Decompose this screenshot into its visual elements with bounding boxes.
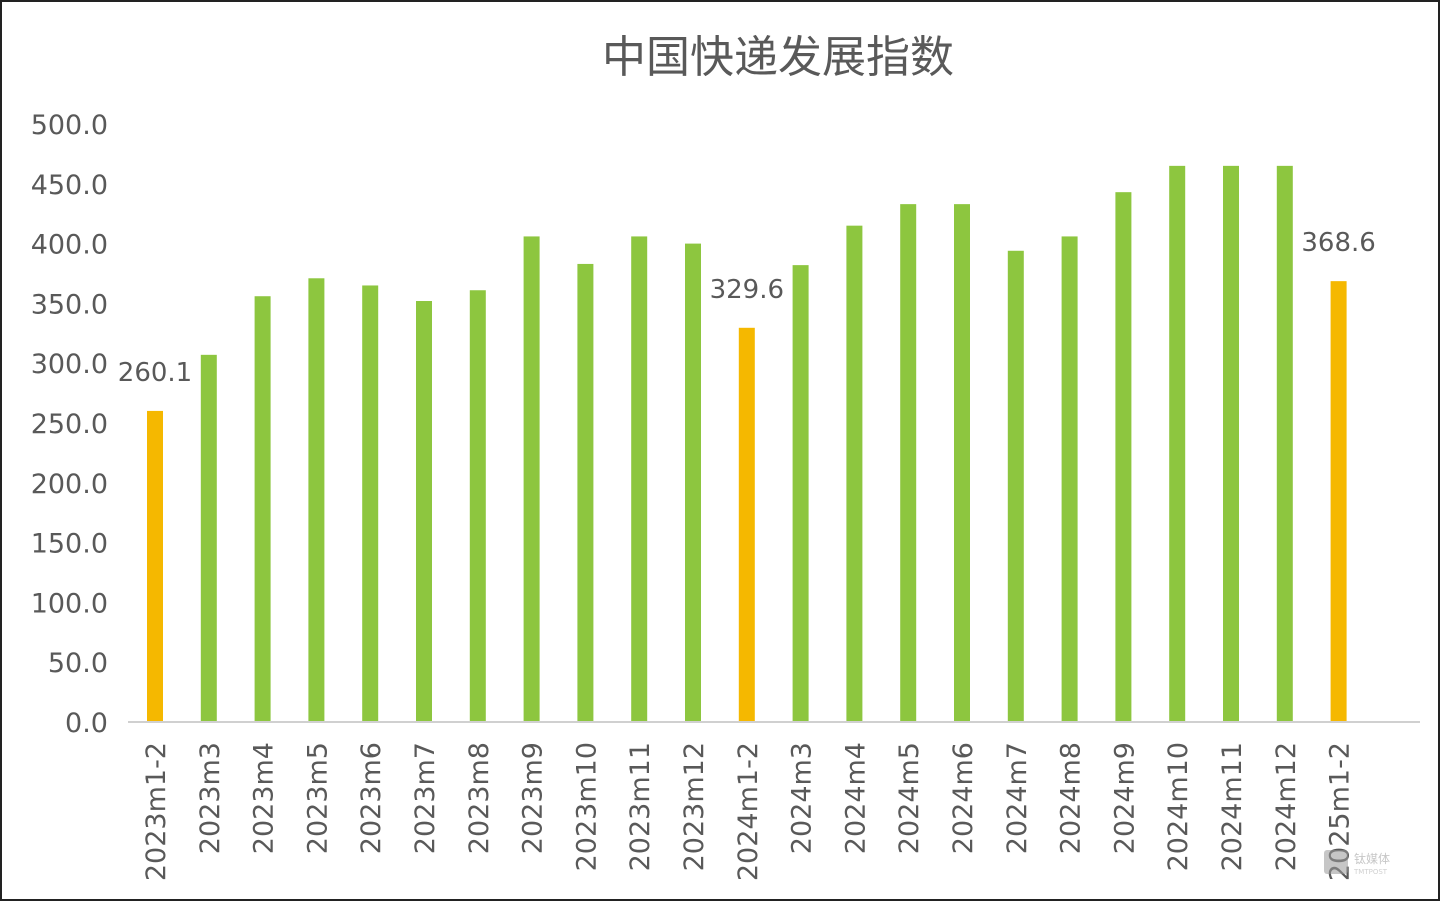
bar-2024m10 (1169, 165, 1186, 723)
bar-2025m1-2 (1330, 281, 1347, 722)
y-tick-label: 200.0 (31, 469, 108, 500)
x-tick-label: 2023m10 (571, 742, 602, 871)
x-tick-label: 2024m8 (1056, 742, 1087, 854)
x-tick-label: 2023m1-2 (141, 742, 172, 881)
y-tick-label: 250.0 (31, 409, 108, 440)
y-axis-ticks: 0.0 50.0 100.0 150.0 200.0 250.0 300.0 350.0 400… (31, 110, 108, 739)
data-label-2023m1-2: 260.1 (118, 358, 192, 388)
y-tick-label: 150.0 (31, 529, 108, 560)
data-labels: 260.1 329.6 368.6 (118, 228, 1376, 388)
y-tick-label: 300.0 (31, 349, 108, 380)
data-label-2024m1-2: 329.6 (710, 275, 784, 305)
x-tick-label: 2023m6 (356, 742, 387, 854)
bar-2024m5 (900, 204, 917, 722)
bar-2024m1-2 (738, 327, 755, 722)
bar-2024m6 (954, 204, 970, 722)
bars (147, 165, 1347, 723)
x-tick-label: 2023m7 (410, 742, 441, 854)
bar-2023m1-2 (147, 410, 163, 722)
bar-2023m4 (254, 296, 271, 722)
y-tick-label: 350.0 (31, 289, 108, 320)
bar-2024m8 (1061, 236, 1078, 722)
x-tick-label: 2023m12 (679, 742, 710, 871)
x-tick-label: 2024m3 (787, 742, 818, 854)
bar-2024m3 (792, 265, 809, 722)
bar-2023m6 (362, 285, 379, 722)
chart-title: 中国快递发展指数 (602, 32, 954, 83)
watermark-logo: 钛媒体 TMTPOST (1324, 850, 1390, 876)
bar-2024m7 (1007, 250, 1024, 722)
y-tick-label: 100.0 (31, 588, 108, 619)
y-tick-label: 450.0 (31, 170, 108, 201)
y-tick-label: 500.0 (31, 110, 108, 141)
x-tick-label: 2024m7 (1002, 742, 1033, 854)
data-label-2025m1-2: 368.6 (1301, 228, 1375, 258)
x-tick-label: 2024m9 (1109, 742, 1140, 854)
x-tick-label: 2023m9 (518, 742, 549, 854)
x-tick-label: 2023m8 (464, 742, 495, 854)
y-tick-label: 400.0 (31, 230, 108, 261)
x-tick-label: 2024m12 (1271, 742, 1302, 871)
bar-2023m3 (200, 354, 217, 722)
x-tick-label: 2024m4 (840, 742, 871, 854)
bar-2024m12 (1276, 165, 1293, 723)
x-tick-label: 2024m1-2 (733, 742, 764, 881)
bar-2024m9 (1115, 192, 1132, 722)
bar-2023m7 (416, 301, 432, 722)
bar-2023m10 (577, 263, 594, 722)
bar-2023m12 (685, 243, 701, 722)
x-tick-label: 2023m4 (249, 742, 280, 854)
x-tick-label: 2023m3 (195, 742, 226, 854)
svg-text:TMTPOST: TMTPOST (1353, 868, 1388, 876)
x-tick-label: 2024m6 (948, 742, 979, 854)
y-tick-label: 0.0 (65, 708, 108, 739)
bar-2023m8 (469, 290, 486, 722)
bar-2024m11 (1223, 165, 1239, 723)
bar-2023m11 (631, 236, 648, 722)
x-axis-ticks: 2023m1-2 2023m3 2023m4 2023m5 2023m6 2023m7 20… (141, 742, 1356, 881)
x-tick-label: 2023m5 (302, 742, 333, 854)
x-tick-label: 2024m10 (1163, 742, 1194, 871)
x-tick-label: 2024m5 (894, 742, 925, 854)
x-tick-label: 2023m11 (625, 742, 656, 871)
bar-2023m9 (523, 236, 540, 722)
svg-text:钛媒体: 钛媒体 (1354, 851, 1390, 866)
bar-2024m4 (846, 225, 863, 722)
x-tick-label: 2024m11 (1217, 742, 1248, 871)
bar-2023m5 (308, 278, 325, 722)
y-tick-label: 50.0 (48, 648, 108, 679)
